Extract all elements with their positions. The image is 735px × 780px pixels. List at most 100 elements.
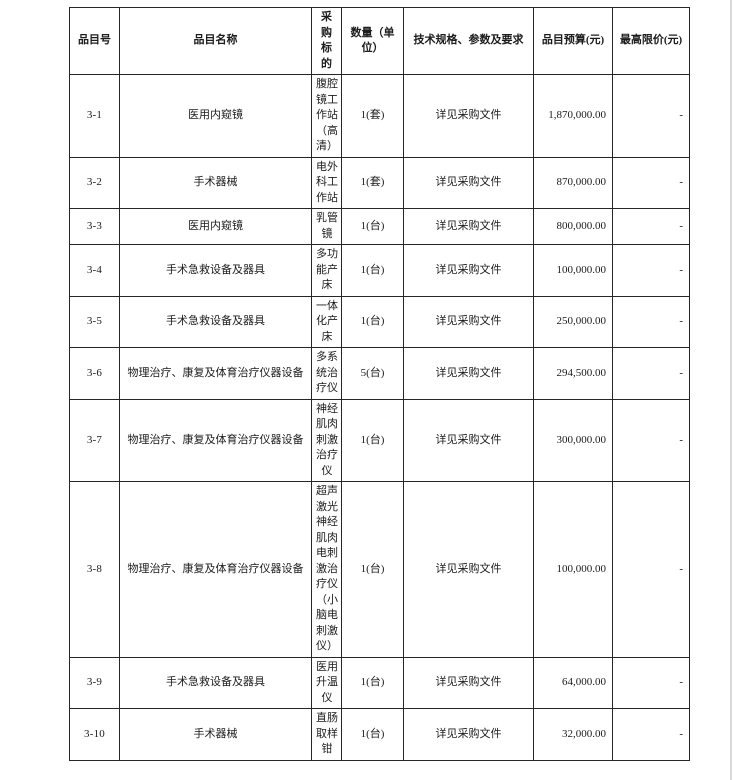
column-header-item-no: 品目号 (69, 7, 120, 75)
cell-target: 直肠取样钳 (311, 708, 342, 761)
cell-item-name: 手术急救设备及器具 (119, 656, 312, 709)
cell-budget: 64,000.00 (533, 656, 613, 709)
cell-budget: 870,000.00 (533, 156, 613, 209)
cell-target-text: 电外科工作站 (316, 160, 338, 204)
column-header-specs: 技术规格、参数及要求 (403, 7, 534, 75)
cell-quantity: 1(套) (341, 74, 404, 158)
cell-item-name: 医用内窥镜 (119, 208, 312, 245)
cell-specs: 详见采购文件 (403, 656, 534, 709)
cell-item-no: 3-8 (69, 481, 120, 658)
cell-specs: 详见采购文件 (403, 156, 534, 209)
cell-specs: 详见采购文件 (403, 398, 534, 482)
cell-target-text: 多功能产床 (316, 248, 338, 291)
cell-quantity: 1(台) (341, 398, 404, 482)
cell-max-price: - (612, 708, 690, 761)
table-row: 3-8 物理治疗、康复及体育治疗仪器设备 超声激光神经肌肉电刺激治疗仪（小脑电刺… (69, 481, 690, 658)
cell-target-text: 神经肌肉刺激治疗仪 (316, 402, 338, 477)
cell-item-name: 手术器械 (119, 156, 312, 209)
table-row: 3-2 手术器械 电外科工作站 1(套) 详见采购文件 870,000.00 - (69, 156, 690, 209)
cell-max-price: - (612, 656, 690, 709)
page-right-edge-line (730, 0, 732, 780)
column-header-budget: 品目预算(元) (533, 7, 613, 75)
cell-item-no: 3-2 (69, 156, 120, 209)
cell-target: 多功能产床 (311, 244, 342, 297)
cell-target-text: 医用升温仪 (316, 660, 338, 704)
cell-target: 乳管镜 (311, 208, 342, 245)
cell-item-name: 手术器械 (119, 708, 312, 761)
table-body: 3-1 医用内窥镜 腹腔镜工作站（高清） 1(套) 详见采购文件 1,870,0… (69, 74, 690, 761)
cell-quantity: 1(台) (341, 481, 404, 658)
cell-target-text: 直肠取样钳 (316, 712, 338, 755)
column-header-max-price: 最高限价(元) (612, 7, 690, 75)
cell-max-price: - (612, 295, 690, 348)
cell-budget: 100,000.00 (533, 244, 613, 297)
cell-item-no: 3-1 (69, 74, 120, 158)
cell-budget: 250,000.00 (533, 295, 613, 348)
cell-quantity: 1(台) (341, 656, 404, 709)
cell-target: 神经肌肉刺激治疗仪 (311, 398, 342, 482)
cell-item-no: 3-4 (69, 244, 120, 297)
column-header-quantity: 数量（单位） (341, 7, 404, 75)
cell-specs: 详见采购文件 (403, 481, 534, 658)
cell-item-no: 3-6 (69, 347, 120, 400)
cell-budget: 32,000.00 (533, 708, 613, 761)
table-row: 3-1 医用内窥镜 腹腔镜工作站（高清） 1(套) 详见采购文件 1,870,0… (69, 74, 690, 158)
cell-budget: 100,000.00 (533, 481, 613, 658)
table-row: 3-9 手术急救设备及器具 医用升温仪 1(台) 详见采购文件 64,000.0… (69, 656, 690, 709)
cell-max-price: - (612, 208, 690, 245)
cell-quantity: 1(台) (341, 295, 404, 348)
cell-item-no: 3-10 (69, 708, 120, 761)
cell-budget: 800,000.00 (533, 208, 613, 245)
cell-specs: 详见采购文件 (403, 708, 534, 761)
column-header-item-name: 品目名称 (119, 7, 312, 75)
cell-item-no: 3-5 (69, 295, 120, 348)
cell-item-no: 3-9 (69, 656, 120, 709)
cell-budget: 300,000.00 (533, 398, 613, 482)
cell-specs: 详见采购文件 (403, 74, 534, 158)
cell-item-name: 手术急救设备及器具 (119, 295, 312, 348)
table-row: 3-7 物理治疗、康复及体育治疗仪器设备 神经肌肉刺激治疗仪 1(台) 详见采购… (69, 398, 690, 482)
cell-target-text: 多系统治疗仪 (316, 351, 338, 394)
cell-specs: 详见采购文件 (403, 244, 534, 297)
column-header-target: 采购标的 (311, 7, 342, 75)
cell-max-price: - (612, 156, 690, 209)
cell-item-name: 物理治疗、康复及体育治疗仪器设备 (119, 398, 312, 482)
cell-item-no: 3-3 (69, 208, 120, 245)
cell-target: 多系统治疗仪 (311, 347, 342, 400)
cell-specs: 详见采购文件 (403, 208, 534, 245)
cell-target: 超声激光神经肌肉电刺激治疗仪（小脑电刺激仪） (311, 481, 342, 658)
cell-quantity: 1(台) (341, 208, 404, 245)
column-header-target-label: 采购标的 (321, 11, 332, 70)
cell-target-text: 超声激光神经肌肉电刺激治疗仪（小脑电刺激仪） (316, 485, 338, 652)
cell-item-name: 物理治疗、康复及体育治疗仪器设备 (119, 347, 312, 400)
cell-target-text: 一体化产床 (316, 299, 338, 343)
header-row: 品目号 品目名称 采购标的 数量（单位） 技术规格、参数及要求 品目预算(元) … (69, 7, 690, 75)
cell-item-name: 物理治疗、康复及体育治疗仪器设备 (119, 481, 312, 658)
cell-quantity: 1(台) (341, 244, 404, 297)
table-row: 3-6 物理治疗、康复及体育治疗仪器设备 多系统治疗仪 5(台) 详见采购文件 … (69, 347, 690, 400)
procurement-items-table: 品目号 品目名称 采购标的 数量（单位） 技术规格、参数及要求 品目预算(元) … (69, 7, 690, 761)
table-row: 3-3 医用内窥镜 乳管镜 1(台) 详见采购文件 800,000.00 - (69, 208, 690, 245)
cell-budget: 1,870,000.00 (533, 74, 613, 158)
table-row: 3-10 手术器械 直肠取样钳 1(台) 详见采购文件 32,000.00 - (69, 708, 690, 761)
cell-target-text: 乳管镜 (316, 212, 338, 240)
cell-max-price: - (612, 74, 690, 158)
cell-item-name: 医用内窥镜 (119, 74, 312, 158)
table-row: 3-4 手术急救设备及器具 多功能产床 1(台) 详见采购文件 100,000.… (69, 244, 690, 297)
cell-specs: 详见采购文件 (403, 295, 534, 348)
cell-specs: 详见采购文件 (403, 347, 534, 400)
cell-target-text: 腹腔镜工作站（高清） (316, 78, 338, 152)
cell-max-price: - (612, 398, 690, 482)
cell-max-price: - (612, 347, 690, 400)
cell-item-name: 手术急救设备及器具 (119, 244, 312, 297)
cell-budget: 294,500.00 (533, 347, 613, 400)
cell-max-price: - (612, 481, 690, 658)
cell-quantity: 5(台) (341, 347, 404, 400)
cell-item-no: 3-7 (69, 398, 120, 482)
cell-target: 一体化产床 (311, 295, 342, 348)
cell-target: 医用升温仪 (311, 656, 342, 709)
cell-quantity: 1(套) (341, 156, 404, 209)
cell-target: 腹腔镜工作站（高清） (311, 74, 342, 158)
cell-max-price: - (612, 244, 690, 297)
